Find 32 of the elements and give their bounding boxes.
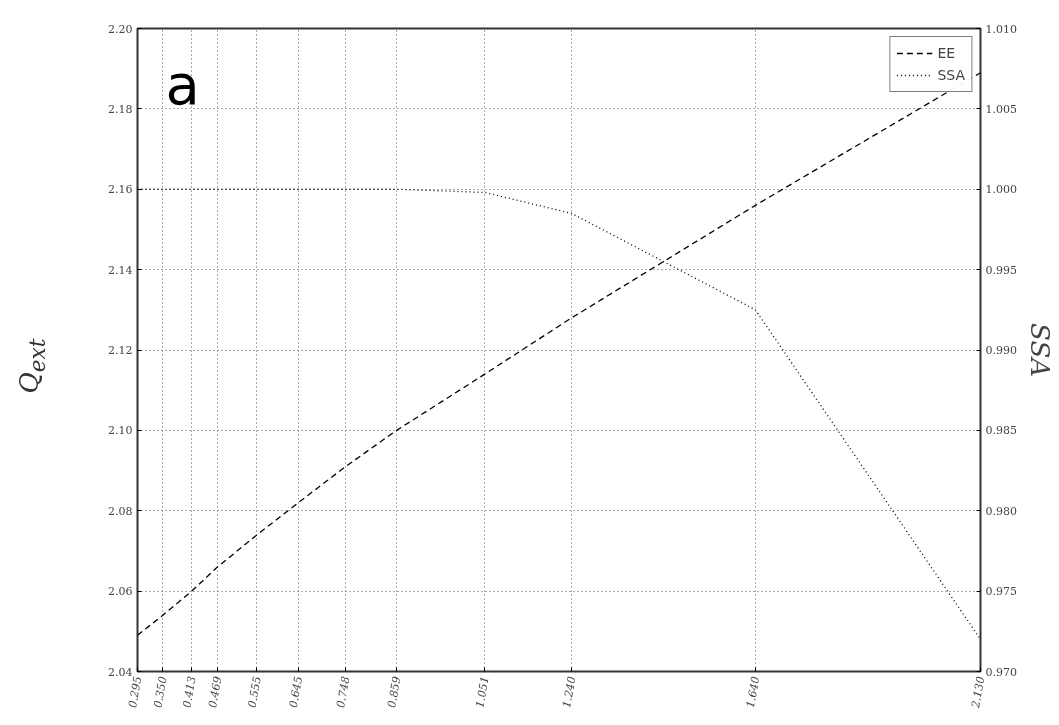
x-tick-label: 0.413	[180, 675, 199, 709]
y-tick-label: 2.18	[108, 102, 133, 116]
x-tick-label: 0.350	[151, 675, 170, 709]
annotation: a	[165, 51, 200, 117]
x-tick-label: 0.748	[334, 675, 353, 709]
y2-tick-label: 0.980	[985, 504, 1017, 518]
y2-tick-label: 0.985	[985, 424, 1017, 438]
y-tick-label: 2.16	[108, 183, 133, 197]
y2-tick-label: 1.005	[985, 102, 1017, 116]
x-tick-label: 2.130	[968, 675, 988, 710]
x-tick-label: 1.051	[473, 675, 492, 709]
y2-axis-title: SSA	[1024, 323, 1055, 377]
y2-tick-label: 1.000	[985, 183, 1017, 197]
x-tick-label: 0.859	[385, 675, 404, 709]
legend-label: EE	[937, 45, 957, 61]
y2-tick-label: 1.010	[985, 22, 1017, 36]
y-tick-label: 2.20	[108, 22, 133, 36]
x-tick-label: 1.640	[744, 675, 763, 709]
y2-tick-label: 0.990	[985, 344, 1017, 357]
y-tick-label: 2.08	[108, 504, 133, 518]
y-tick-label: 2.06	[108, 585, 133, 599]
y-tick-label: 2.12	[108, 344, 133, 357]
y2-tick-label: 0.970	[985, 665, 1017, 679]
y2-tick-label: 0.995	[985, 263, 1017, 277]
x-tick-label: 0.645	[286, 675, 306, 709]
x-tick-label: 1.240	[560, 675, 579, 709]
legend-label: SSA	[937, 67, 965, 83]
x-tick-label: 0.555	[245, 675, 264, 709]
y-tick-label: 2.10	[108, 424, 133, 438]
y2-tick-label: 0.975	[985, 585, 1017, 599]
y-tick-label: 2.14	[108, 263, 133, 277]
x-tick-label: 0.469	[206, 675, 225, 709]
